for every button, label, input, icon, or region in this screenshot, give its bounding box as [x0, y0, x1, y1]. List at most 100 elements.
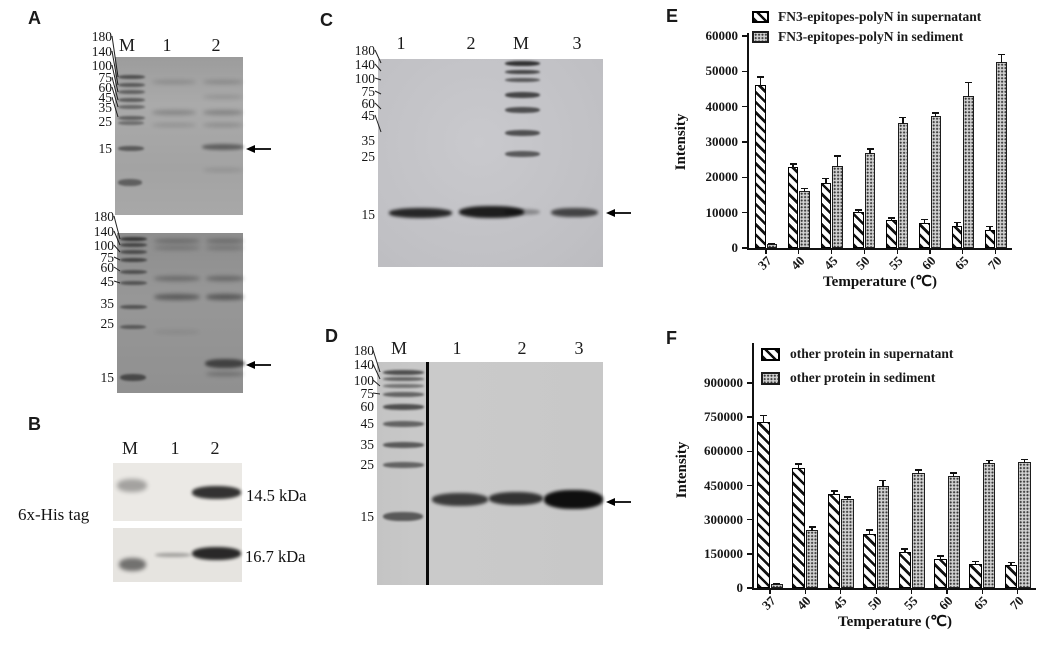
x-axis-tick: [769, 589, 771, 594]
y-axis-tick-label: 900000: [704, 375, 743, 390]
y-axis-tick-label: 30000: [705, 134, 739, 149]
error-bar: [797, 464, 800, 469]
marker-label: 140: [91, 44, 112, 59]
error-bar: [1023, 459, 1026, 464]
gel-band: [192, 547, 241, 560]
gel-band: [203, 95, 243, 99]
error-bar-cap: [759, 414, 767, 417]
bar-sediment: [1018, 462, 1031, 588]
error-bar-cap: [1021, 459, 1029, 461]
error-bar: [869, 149, 871, 154]
bar-supernatant: [886, 219, 897, 248]
marker-label: 75: [98, 70, 113, 85]
error-bar: [923, 219, 925, 224]
error-bar-cap: [866, 148, 874, 150]
gel-band: [154, 276, 200, 281]
y-axis-tick-label: 0: [731, 240, 739, 255]
marker-label: 180: [354, 43, 375, 58]
panel-c-label: C: [320, 10, 333, 30]
band-size-label-16-7: 16.7 kDa: [245, 547, 306, 566]
error-bar-cap: [855, 209, 863, 211]
gel-band: [383, 512, 423, 521]
x-axis-tick: [981, 589, 984, 594]
gel-band: [118, 75, 145, 79]
gel-band: [383, 421, 424, 427]
gel-band: [152, 123, 196, 127]
panel-a-label: A: [28, 8, 41, 28]
error-bar-cap: [844, 496, 852, 498]
marker-label: 25: [360, 457, 375, 472]
error-bar-cap: [899, 116, 907, 119]
gel-band: [119, 558, 146, 571]
x-axis-tick: [962, 249, 964, 254]
gel-band: [383, 404, 424, 410]
his-tag-label: 6x-His tag: [18, 505, 90, 524]
error-bar: [1000, 54, 1003, 64]
x-axis-tick: [875, 589, 877, 594]
error-bar: [762, 415, 764, 424]
gel-band: [118, 116, 145, 120]
y-axis-tick-label: 0: [736, 580, 744, 595]
gel-band: [154, 246, 200, 250]
bar-supernatant: [820, 182, 832, 248]
gel-band: [459, 206, 524, 218]
gel-divider-line: [426, 362, 429, 585]
error-bar: [882, 480, 884, 487]
x-axis-tick: [840, 589, 842, 594]
gel-band: [203, 123, 243, 127]
gel-band: [117, 479, 147, 492]
error-bar-cap: [768, 242, 776, 245]
gel-band: [206, 276, 244, 281]
gel-image-c: [378, 59, 603, 267]
gel-band: [551, 208, 598, 217]
gel-band: [154, 294, 200, 300]
error-bar-cap: [789, 163, 797, 165]
gel-band: [383, 384, 424, 388]
bar-supernatant: [755, 85, 766, 248]
gel-band: [205, 359, 245, 368]
x-axis-tick: [830, 249, 833, 254]
error-bar: [857, 210, 860, 213]
y-axis-tick: [747, 382, 753, 384]
chart-e-x-axis: [747, 247, 1012, 250]
marker-label: 140: [93, 224, 114, 239]
lane-label: 3: [574, 338, 584, 358]
marker-label: 15: [361, 207, 376, 222]
lane-label: 2: [466, 33, 476, 53]
marker-label: 180: [93, 209, 114, 224]
x-axis-tick: [798, 249, 800, 254]
gel-band: [120, 374, 146, 381]
error-bar-cap: [773, 582, 781, 585]
y-axis-tick-label: 60000: [705, 28, 739, 43]
gel-band: [206, 294, 244, 300]
marker-label: 45: [100, 274, 115, 289]
y-axis-tick-label: 40000: [705, 98, 739, 114]
gel-band: [118, 105, 145, 109]
error-bar-cap: [953, 221, 961, 224]
marker-label: 75: [100, 250, 115, 265]
lane-label: 2: [210, 438, 220, 458]
bar-sediment: [996, 62, 1007, 248]
gel-image-a-top: [115, 57, 243, 215]
lane-label: M: [390, 338, 407, 358]
gel-band: [120, 270, 147, 274]
marker-label: 100: [353, 373, 374, 388]
error-bar: [776, 583, 778, 586]
gel-band: [118, 83, 145, 87]
panel-e-label: E: [666, 6, 679, 26]
error-bar-cap: [972, 560, 980, 563]
error-bar-cap: [920, 218, 928, 221]
bar-supernatant: [1004, 565, 1018, 588]
lane-label: M: [512, 33, 529, 53]
gel-band: [120, 250, 147, 254]
chart-f-x-axis-title: Temperature (℃): [838, 614, 952, 630]
error-bar-cap: [822, 177, 830, 180]
y-axis-tick: [747, 518, 753, 521]
x-axis-tick: [910, 589, 913, 594]
gel-band: [120, 237, 147, 241]
bar-sediment: [841, 498, 854, 588]
error-bar-cap: [887, 217, 895, 219]
gel-band: [505, 70, 540, 74]
chart-e-legend-label-sediment: FN3-epitopes-polyN in sediment: [778, 29, 964, 44]
